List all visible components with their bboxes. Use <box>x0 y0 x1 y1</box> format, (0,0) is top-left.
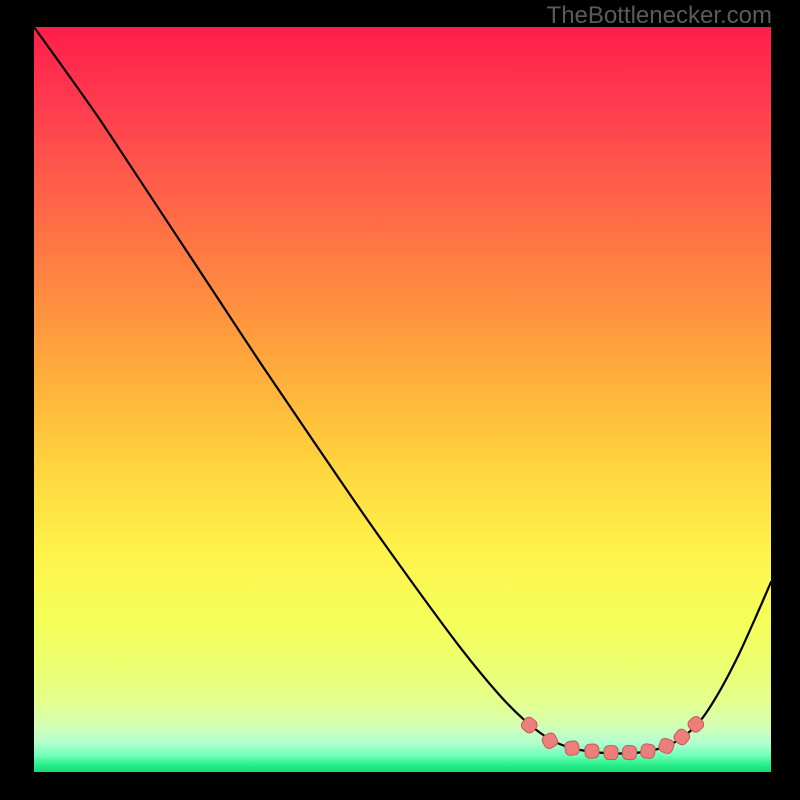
marker-point <box>564 740 580 756</box>
chart-root: TheBottlenecker.com <box>0 0 800 800</box>
marker-point <box>622 745 637 760</box>
marker-point <box>604 746 618 760</box>
plot-gradient-area <box>34 27 771 772</box>
watermark-text: TheBottlenecker.com <box>547 2 772 30</box>
marker-point <box>585 744 600 759</box>
chart-svg <box>0 0 800 800</box>
marker-point <box>640 743 656 759</box>
